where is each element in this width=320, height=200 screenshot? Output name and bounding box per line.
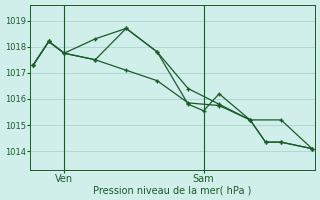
X-axis label: Pression niveau de la mer( hPa ): Pression niveau de la mer( hPa ) [93, 185, 252, 195]
